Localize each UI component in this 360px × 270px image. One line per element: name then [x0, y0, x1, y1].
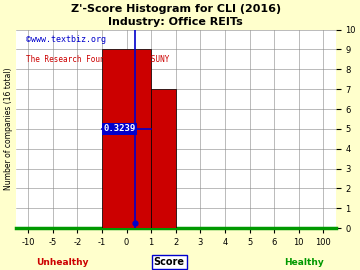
Title: Z'-Score Histogram for CLI (2016)
Industry: Office REITs: Z'-Score Histogram for CLI (2016) Indust…	[71, 4, 281, 27]
Text: ©www.textbiz.org: ©www.textbiz.org	[26, 35, 105, 45]
Text: 0.3239: 0.3239	[104, 124, 136, 133]
Text: The Research Foundation of SUNY: The Research Foundation of SUNY	[26, 55, 169, 64]
Text: Unhealthy: Unhealthy	[36, 258, 89, 267]
Text: Score: Score	[154, 257, 185, 267]
Bar	[151, 89, 176, 228]
Bar	[102, 49, 151, 228]
Text: Healthy: Healthy	[284, 258, 324, 267]
Y-axis label: Number of companies (16 total): Number of companies (16 total)	[4, 68, 13, 190]
